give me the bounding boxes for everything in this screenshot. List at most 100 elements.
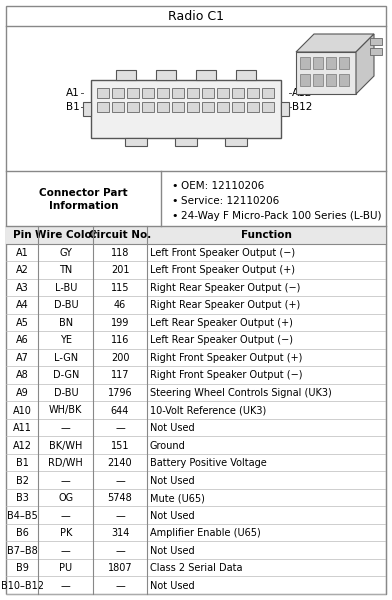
Text: Battery Positive Voltage: Battery Positive Voltage	[150, 458, 266, 468]
Text: OEM: 12110206: OEM: 12110206	[181, 181, 264, 191]
Bar	[187, 101, 200, 112]
Text: Right Rear Speaker Output (−): Right Rear Speaker Output (−)	[150, 283, 300, 293]
Text: —: —	[61, 423, 71, 433]
Text: B10–B12: B10–B12	[1, 581, 44, 591]
Text: B6: B6	[16, 528, 29, 538]
Bar	[172, 101, 185, 112]
Text: 5748: 5748	[108, 493, 132, 503]
Text: 199: 199	[111, 318, 129, 328]
Text: 1796: 1796	[108, 388, 132, 398]
Text: Ground: Ground	[150, 440, 185, 451]
Text: A7: A7	[16, 353, 29, 363]
Text: B1: B1	[66, 101, 80, 112]
Bar	[172, 88, 185, 97]
Text: A3: A3	[16, 283, 29, 293]
Text: Not Used: Not Used	[150, 423, 194, 433]
Bar	[187, 88, 200, 97]
Text: •: •	[171, 211, 178, 221]
Bar	[370, 38, 382, 45]
Bar	[203, 88, 214, 97]
Text: A2: A2	[16, 265, 29, 275]
Text: L-BU: L-BU	[54, 283, 77, 293]
Text: 116: 116	[111, 335, 129, 346]
Text: B1: B1	[16, 458, 29, 468]
Bar	[232, 88, 245, 97]
Text: YE: YE	[60, 335, 72, 346]
Text: A10: A10	[13, 406, 32, 415]
Bar	[281, 101, 289, 115]
Bar	[218, 101, 229, 112]
Text: Left Rear Speaker Output (−): Left Rear Speaker Output (−)	[150, 335, 292, 346]
Text: D-BU: D-BU	[54, 301, 78, 310]
Text: Left Front Speaker Output (−): Left Front Speaker Output (−)	[150, 248, 295, 258]
Text: A6: A6	[16, 335, 29, 346]
Text: B4–B5: B4–B5	[7, 511, 38, 521]
Text: 201: 201	[111, 265, 129, 275]
Text: B2: B2	[16, 476, 29, 485]
Text: A8: A8	[16, 370, 29, 380]
Text: BN: BN	[59, 318, 73, 328]
Text: B9: B9	[16, 563, 29, 573]
Text: PU: PU	[59, 563, 73, 573]
Text: Not Used: Not Used	[150, 476, 194, 485]
Text: 10-Volt Reference (UK3): 10-Volt Reference (UK3)	[150, 406, 266, 415]
Text: —: —	[61, 476, 71, 485]
Text: Not Used: Not Used	[150, 511, 194, 521]
Text: A1: A1	[66, 88, 80, 97]
Text: Pin: Pin	[13, 230, 31, 240]
Bar	[263, 101, 274, 112]
Text: Radio C1: Radio C1	[168, 10, 224, 23]
Text: L-GN: L-GN	[54, 353, 78, 363]
Text: —: —	[115, 476, 125, 485]
Bar	[247, 101, 260, 112]
Text: 200: 200	[111, 353, 129, 363]
Text: •: •	[171, 196, 178, 206]
Bar	[313, 74, 323, 86]
Bar	[300, 74, 310, 86]
Bar	[143, 101, 154, 112]
Text: Class 2 Serial Data: Class 2 Serial Data	[150, 563, 242, 573]
Text: A9: A9	[16, 388, 29, 398]
Text: —: —	[115, 423, 125, 433]
Text: BK/WH: BK/WH	[49, 440, 83, 451]
Text: A4: A4	[16, 301, 29, 310]
Text: Left Front Speaker Output (+): Left Front Speaker Output (+)	[150, 265, 295, 275]
Text: 314: 314	[111, 528, 129, 538]
Text: —: —	[61, 545, 71, 556]
Bar	[143, 88, 154, 97]
Bar	[339, 74, 349, 86]
Bar	[98, 101, 109, 112]
Text: TN: TN	[59, 265, 73, 275]
Text: •: •	[171, 181, 178, 191]
Text: B12: B12	[292, 101, 312, 112]
Text: Right Front Speaker Output (+): Right Front Speaker Output (+)	[150, 353, 302, 363]
Bar	[113, 88, 125, 97]
Text: —: —	[61, 581, 71, 591]
Text: Right Front Speaker Output (−): Right Front Speaker Output (−)	[150, 370, 302, 380]
Text: —: —	[61, 511, 71, 521]
Text: 2140: 2140	[108, 458, 132, 468]
Bar	[296, 52, 356, 94]
Text: D-BU: D-BU	[54, 388, 78, 398]
Text: OG: OG	[58, 493, 73, 503]
Text: A1: A1	[16, 248, 29, 258]
Bar	[6, 226, 386, 244]
Bar	[125, 137, 147, 145]
Text: 117: 117	[111, 370, 129, 380]
Bar	[339, 57, 349, 69]
Text: A5: A5	[16, 318, 29, 328]
Text: 1807: 1807	[108, 563, 132, 573]
Bar	[127, 88, 140, 97]
Polygon shape	[296, 34, 374, 52]
Text: Service: 12110206: Service: 12110206	[181, 196, 279, 206]
Bar	[175, 137, 197, 145]
Bar	[300, 57, 310, 69]
Text: A12: A12	[13, 440, 32, 451]
Text: 644: 644	[111, 406, 129, 415]
Bar	[313, 57, 323, 69]
Text: Right Rear Speaker Output (+): Right Rear Speaker Output (+)	[150, 301, 300, 310]
Bar	[113, 101, 125, 112]
Bar	[370, 48, 382, 55]
Text: 151: 151	[111, 440, 129, 451]
Text: Mute (U65): Mute (U65)	[150, 493, 205, 503]
